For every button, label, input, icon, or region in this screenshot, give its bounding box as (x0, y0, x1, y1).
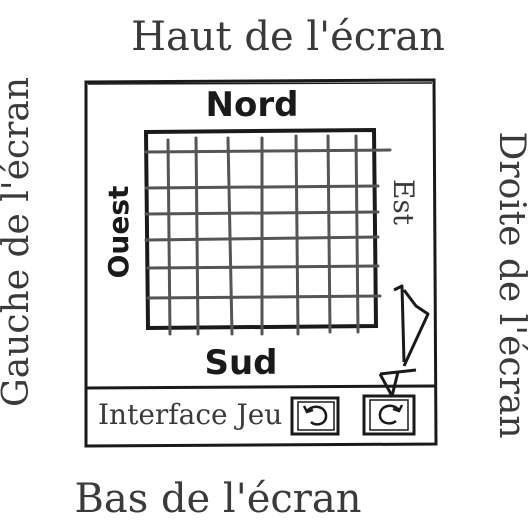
screen-right-label: Droite de l'écran (491, 131, 528, 438)
south-label: Sud (204, 343, 277, 383)
west-label: Ouest (102, 186, 135, 279)
east-label: Est (387, 179, 420, 226)
north-label: Nord (206, 85, 299, 125)
rotate-right-button[interactable] (362, 394, 416, 436)
interface-label: Interface Jeu (98, 398, 282, 431)
screen-frame (84, 78, 438, 448)
pointer-arrow (378, 284, 430, 397)
screen-left-label: Gauche de l'écran (0, 77, 37, 407)
map-grid (143, 127, 392, 336)
rotate-left-button[interactable] (290, 396, 340, 436)
screen-top-label: Haut de l'écran (131, 14, 445, 60)
rotate-left-icon (302, 405, 328, 426)
rotate-right-icon (378, 404, 404, 425)
screen-bottom-label: Bas de l'écran (74, 476, 361, 522)
interface-bar-divider (85, 384, 436, 390)
